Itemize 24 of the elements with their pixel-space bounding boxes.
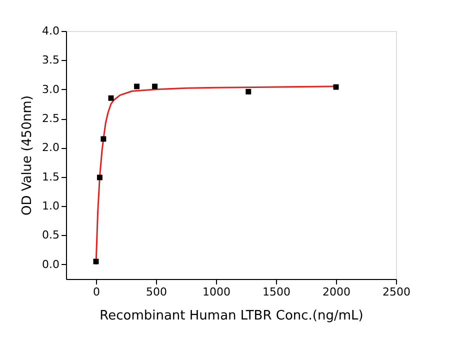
y-tick-label: 3.5 — [42, 54, 60, 67]
point — [134, 84, 140, 90]
y-tick-label: 0.5 — [42, 228, 60, 242]
point — [108, 95, 114, 101]
x-tick-label: 500 — [146, 286, 167, 298]
x-tick-label: 2000 — [322, 286, 350, 298]
point — [100, 136, 106, 142]
point — [96, 174, 102, 180]
y-tick-label: 0.0 — [42, 258, 60, 271]
y-tick-label: 4.0 — [42, 24, 60, 38]
y-tick-label: 2.0 — [42, 141, 60, 154]
y-tick-label: 1.0 — [42, 200, 60, 213]
x-tick-label: 2500 — [382, 286, 410, 298]
x-axis-title: Recombinant Human LTBR Conc.(ng/mL) — [100, 308, 364, 324]
point — [246, 88, 252, 94]
y-axis-title: OD Value (450nm) — [20, 95, 36, 216]
y-tick-label: 2.5 — [42, 112, 60, 126]
y-tick-label: 1.5 — [42, 170, 60, 184]
point — [152, 84, 158, 90]
x-tick-label: 1000 — [202, 286, 230, 298]
y-tick-label: 3.0 — [42, 82, 60, 96]
point — [333, 84, 339, 90]
x-tick-label: 1500 — [262, 286, 290, 298]
x-tick-label: 0 — [93, 286, 100, 298]
